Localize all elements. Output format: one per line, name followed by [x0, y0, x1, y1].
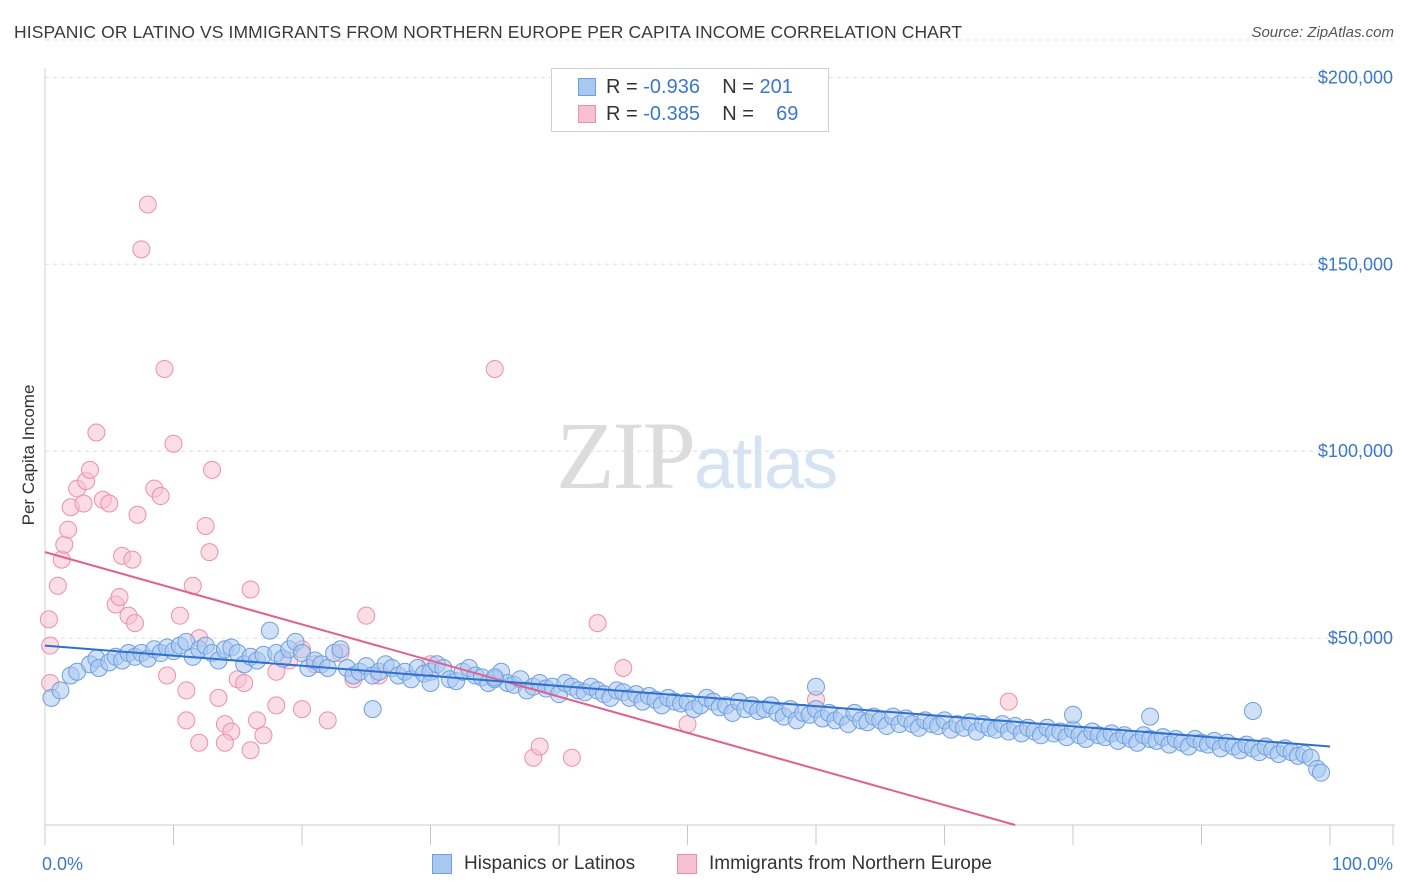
y-tick-label: $150,000	[1318, 254, 1393, 274]
data-point-immigrants	[209, 688, 228, 707]
bottom-legend-label: Immigrants from Northern Europe	[709, 853, 992, 874]
data-point-immigrants	[125, 614, 144, 633]
data-point-immigrants	[588, 614, 607, 633]
data-point-hispanics	[260, 621, 279, 640]
data-point-immigrants	[254, 726, 273, 745]
data-point-immigrants	[164, 434, 183, 453]
data-point-immigrants	[48, 576, 67, 595]
bottom-legend-immigrants: Immigrants from Northern Europe	[677, 850, 992, 878]
legend-n-value: 201	[759, 75, 793, 98]
legend-swatch-blue	[578, 78, 596, 96]
data-point-immigrants	[177, 711, 196, 730]
y-axis-title: Per Capita Income	[19, 385, 38, 526]
watermark-zip: ZIP	[556, 402, 696, 509]
data-point-immigrants	[267, 696, 286, 715]
data-point-immigrants	[59, 520, 78, 539]
watermark-atlas: atlas	[694, 424, 838, 504]
axes	[44, 68, 1395, 845]
data-point-immigrants	[241, 580, 260, 599]
data-point-immigrants	[357, 606, 376, 625]
legend-r-value: -0.936	[643, 75, 700, 98]
data-point-immigrants	[485, 359, 504, 378]
source-label: Source: ZipAtlas.com	[1251, 24, 1394, 41]
data-point-immigrants	[100, 494, 119, 513]
data-point-immigrants	[562, 748, 581, 767]
trend-line-hispanics	[44, 644, 1331, 748]
data-point-immigrants	[39, 610, 58, 629]
data-point-immigrants	[80, 460, 99, 479]
x-tick-label: 0.0%	[42, 854, 83, 874]
data-point-immigrants	[170, 606, 189, 625]
tick-labels: $50,000 $100,000 $150,000 $200,000 0.0% 100.0…	[19, 67, 1393, 874]
trend-line-immigrants	[44, 551, 1016, 826]
trend-lines	[44, 551, 1331, 826]
legend-row-immigrants: R = -0.385 N = 69	[578, 102, 798, 126]
data-point-immigrants	[55, 535, 74, 554]
data-point-immigrants	[132, 240, 151, 259]
legend-n-label: N =	[722, 75, 754, 98]
data-point-immigrants	[241, 741, 260, 760]
data-point-immigrants	[123, 550, 142, 569]
data-point-immigrants	[74, 494, 93, 513]
data-point-immigrants	[678, 715, 697, 734]
data-point-immigrants	[203, 460, 222, 479]
data-point-immigrants	[177, 681, 196, 700]
y-tick-label: $50,000	[1328, 628, 1393, 648]
data-point-hispanics	[331, 640, 350, 659]
y-tick-label: $100,000	[1318, 441, 1393, 461]
watermark: ZIPatlas	[556, 400, 838, 511]
data-point-immigrants	[235, 673, 254, 692]
data-point-immigrants	[196, 516, 215, 535]
series-hispanics-points	[42, 621, 1331, 782]
legend-row-hispanics: R = -0.936 N = 201	[578, 75, 793, 99]
legend-r-label: R =	[606, 75, 638, 98]
data-point-immigrants	[138, 195, 157, 214]
data-point-immigrants	[318, 711, 337, 730]
data-point-immigrants	[200, 543, 219, 562]
legend-r-label: R =	[606, 102, 638, 125]
bottom-legend-hispanics: Hispanics or Latinos	[432, 850, 635, 878]
data-point-hispanics	[1312, 763, 1331, 782]
legend-n-label: N =	[722, 102, 754, 125]
data-point-hispanics	[807, 677, 825, 696]
data-point-immigrants	[999, 692, 1018, 711]
correlation-legend: R = -0.936 N = 201 R = -0.385 N = 69	[551, 68, 829, 132]
legend-n-value: 69	[776, 102, 799, 125]
chart-title: HISPANIC OR LATINO VS IMMIGRANTS FROM NO…	[14, 22, 963, 42]
data-point-immigrants	[151, 487, 170, 506]
bottom-legend-swatch-blue	[432, 854, 452, 874]
data-point-immigrants	[530, 737, 549, 756]
data-point-immigrants	[87, 423, 106, 442]
data-point-hispanics	[1243, 701, 1262, 720]
data-point-hispanics	[421, 673, 440, 692]
legend-r-value: -0.385	[643, 102, 700, 125]
data-point-immigrants	[215, 733, 234, 752]
data-point-immigrants	[248, 711, 267, 730]
bottom-legend-label: Hispanics or Latinos	[464, 853, 636, 874]
data-point-immigrants	[614, 659, 633, 677]
data-point-hispanics	[1141, 707, 1160, 726]
x-tick-label: 100.0%	[1332, 854, 1393, 874]
data-point-immigrants	[128, 505, 147, 524]
legend-swatch-pink	[578, 105, 596, 123]
data-point-immigrants	[158, 666, 177, 685]
data-point-hispanics	[363, 700, 382, 719]
data-point-immigrants	[293, 700, 311, 719]
bottom-legend-swatch-pink	[677, 854, 697, 874]
data-point-immigrants	[110, 587, 129, 606]
data-point-immigrants	[52, 550, 71, 569]
data-point-hispanics	[51, 681, 70, 700]
data-point-immigrants	[155, 359, 174, 378]
y-tick-label: $200,000	[1318, 67, 1393, 87]
data-point-hispanics	[1064, 705, 1082, 724]
data-point-immigrants	[190, 733, 209, 752]
